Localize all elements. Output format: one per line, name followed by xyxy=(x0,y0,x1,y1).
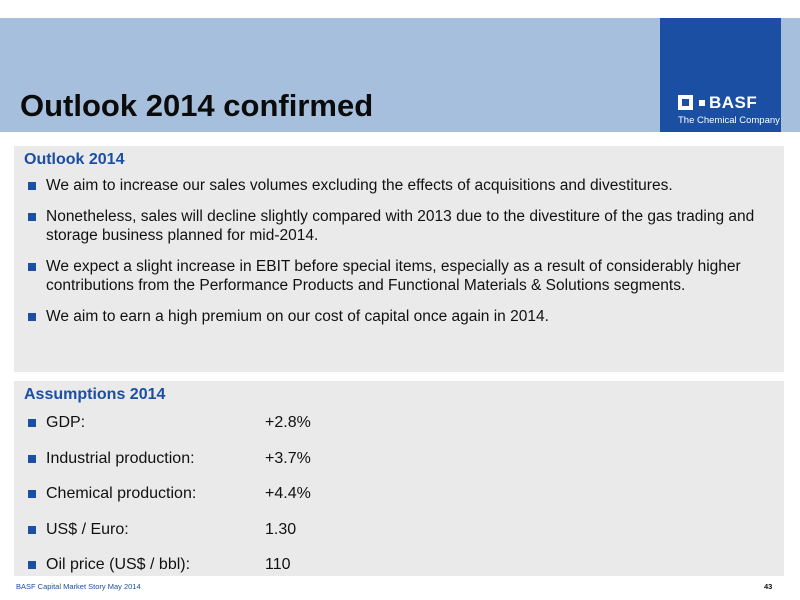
outlook-bullet: Nonetheless, sales will decline slightly… xyxy=(26,207,774,246)
logo-tagline: The Chemical Company xyxy=(678,115,780,126)
basf-logo-mark: BASF xyxy=(678,93,770,113)
assumption-value: +3.7% xyxy=(265,449,311,467)
assumption-value: 1.30 xyxy=(265,520,297,538)
assumption-value: +2.8% xyxy=(265,414,311,431)
assumption-row-oil: Oil price (US$ / bbl): 110 xyxy=(26,555,311,591)
logo-square-icon xyxy=(678,95,693,110)
assumption-row-gdp: GDP: +2.8% xyxy=(26,413,311,449)
outlook-bullet: We aim to increase our sales volumes exc… xyxy=(26,176,774,196)
outlook-bullet-text: We aim to earn a high premium on our cos… xyxy=(46,307,549,325)
square-bullet-icon xyxy=(28,454,36,463)
logo-dot-icon xyxy=(699,100,705,106)
square-bullet-icon xyxy=(28,312,36,321)
square-bullet-icon xyxy=(28,419,36,427)
logo-wordmark: BASF xyxy=(709,93,758,112)
square-bullet-icon xyxy=(28,212,36,221)
outlook-panel: Outlook 2014 We aim to increase our sale… xyxy=(14,146,784,372)
assumption-row-industrial: Industrial production: +3.7% xyxy=(26,449,311,485)
assumption-value: 110 xyxy=(265,556,291,573)
outlook-bullet: We expect a slight increase in EBIT befo… xyxy=(26,257,774,296)
assumption-label: Industrial production: xyxy=(46,449,195,467)
basf-logo: BASF The Chemical Company xyxy=(660,18,781,132)
assumption-label: GDP: xyxy=(46,414,86,431)
square-bullet-icon xyxy=(28,262,36,271)
assumptions-list: GDP: +2.8% Industrial production: +3.7% Ch… xyxy=(26,413,311,591)
footer-text: BASF Capital Market Story May 2014 xyxy=(16,582,141,591)
outlook-bullet-text: Nonetheless, sales will decline slightly… xyxy=(46,207,755,245)
slide-title: Outlook 2014 confirmed xyxy=(20,88,374,123)
assumption-label: Oil price (US$ / bbl): xyxy=(46,556,191,573)
outlook-bullet-text: We aim to increase our sales volumes exc… xyxy=(46,177,673,194)
page-number: 43 xyxy=(764,582,773,591)
assumptions-panel: Assumptions 2014 GDP: +2.8% Industrial pr… xyxy=(14,381,784,576)
square-bullet-icon xyxy=(28,561,36,569)
assumption-value: +4.4% xyxy=(265,485,311,502)
assumption-row-chemical: Chemical production: +4.4% xyxy=(26,484,311,520)
outlook-bullet-text: We expect a slight increase in EBIT befo… xyxy=(46,257,741,295)
assumption-label: Chemical production: xyxy=(46,485,197,502)
square-bullet-icon xyxy=(28,525,36,534)
assumption-row-fx: US$ / Euro: 1.30 xyxy=(26,520,311,556)
outlook-bullet: We aim to earn a high premium on our cos… xyxy=(26,307,774,327)
outlook-bullet-list: We aim to increase our sales volumes exc… xyxy=(26,176,774,337)
outlook-heading: Outlook 2014 xyxy=(24,151,125,168)
assumptions-heading: Assumptions 2014 xyxy=(24,386,166,403)
square-bullet-icon xyxy=(28,182,36,190)
assumption-label: US$ / Euro: xyxy=(46,520,129,538)
square-bullet-icon xyxy=(28,490,36,498)
